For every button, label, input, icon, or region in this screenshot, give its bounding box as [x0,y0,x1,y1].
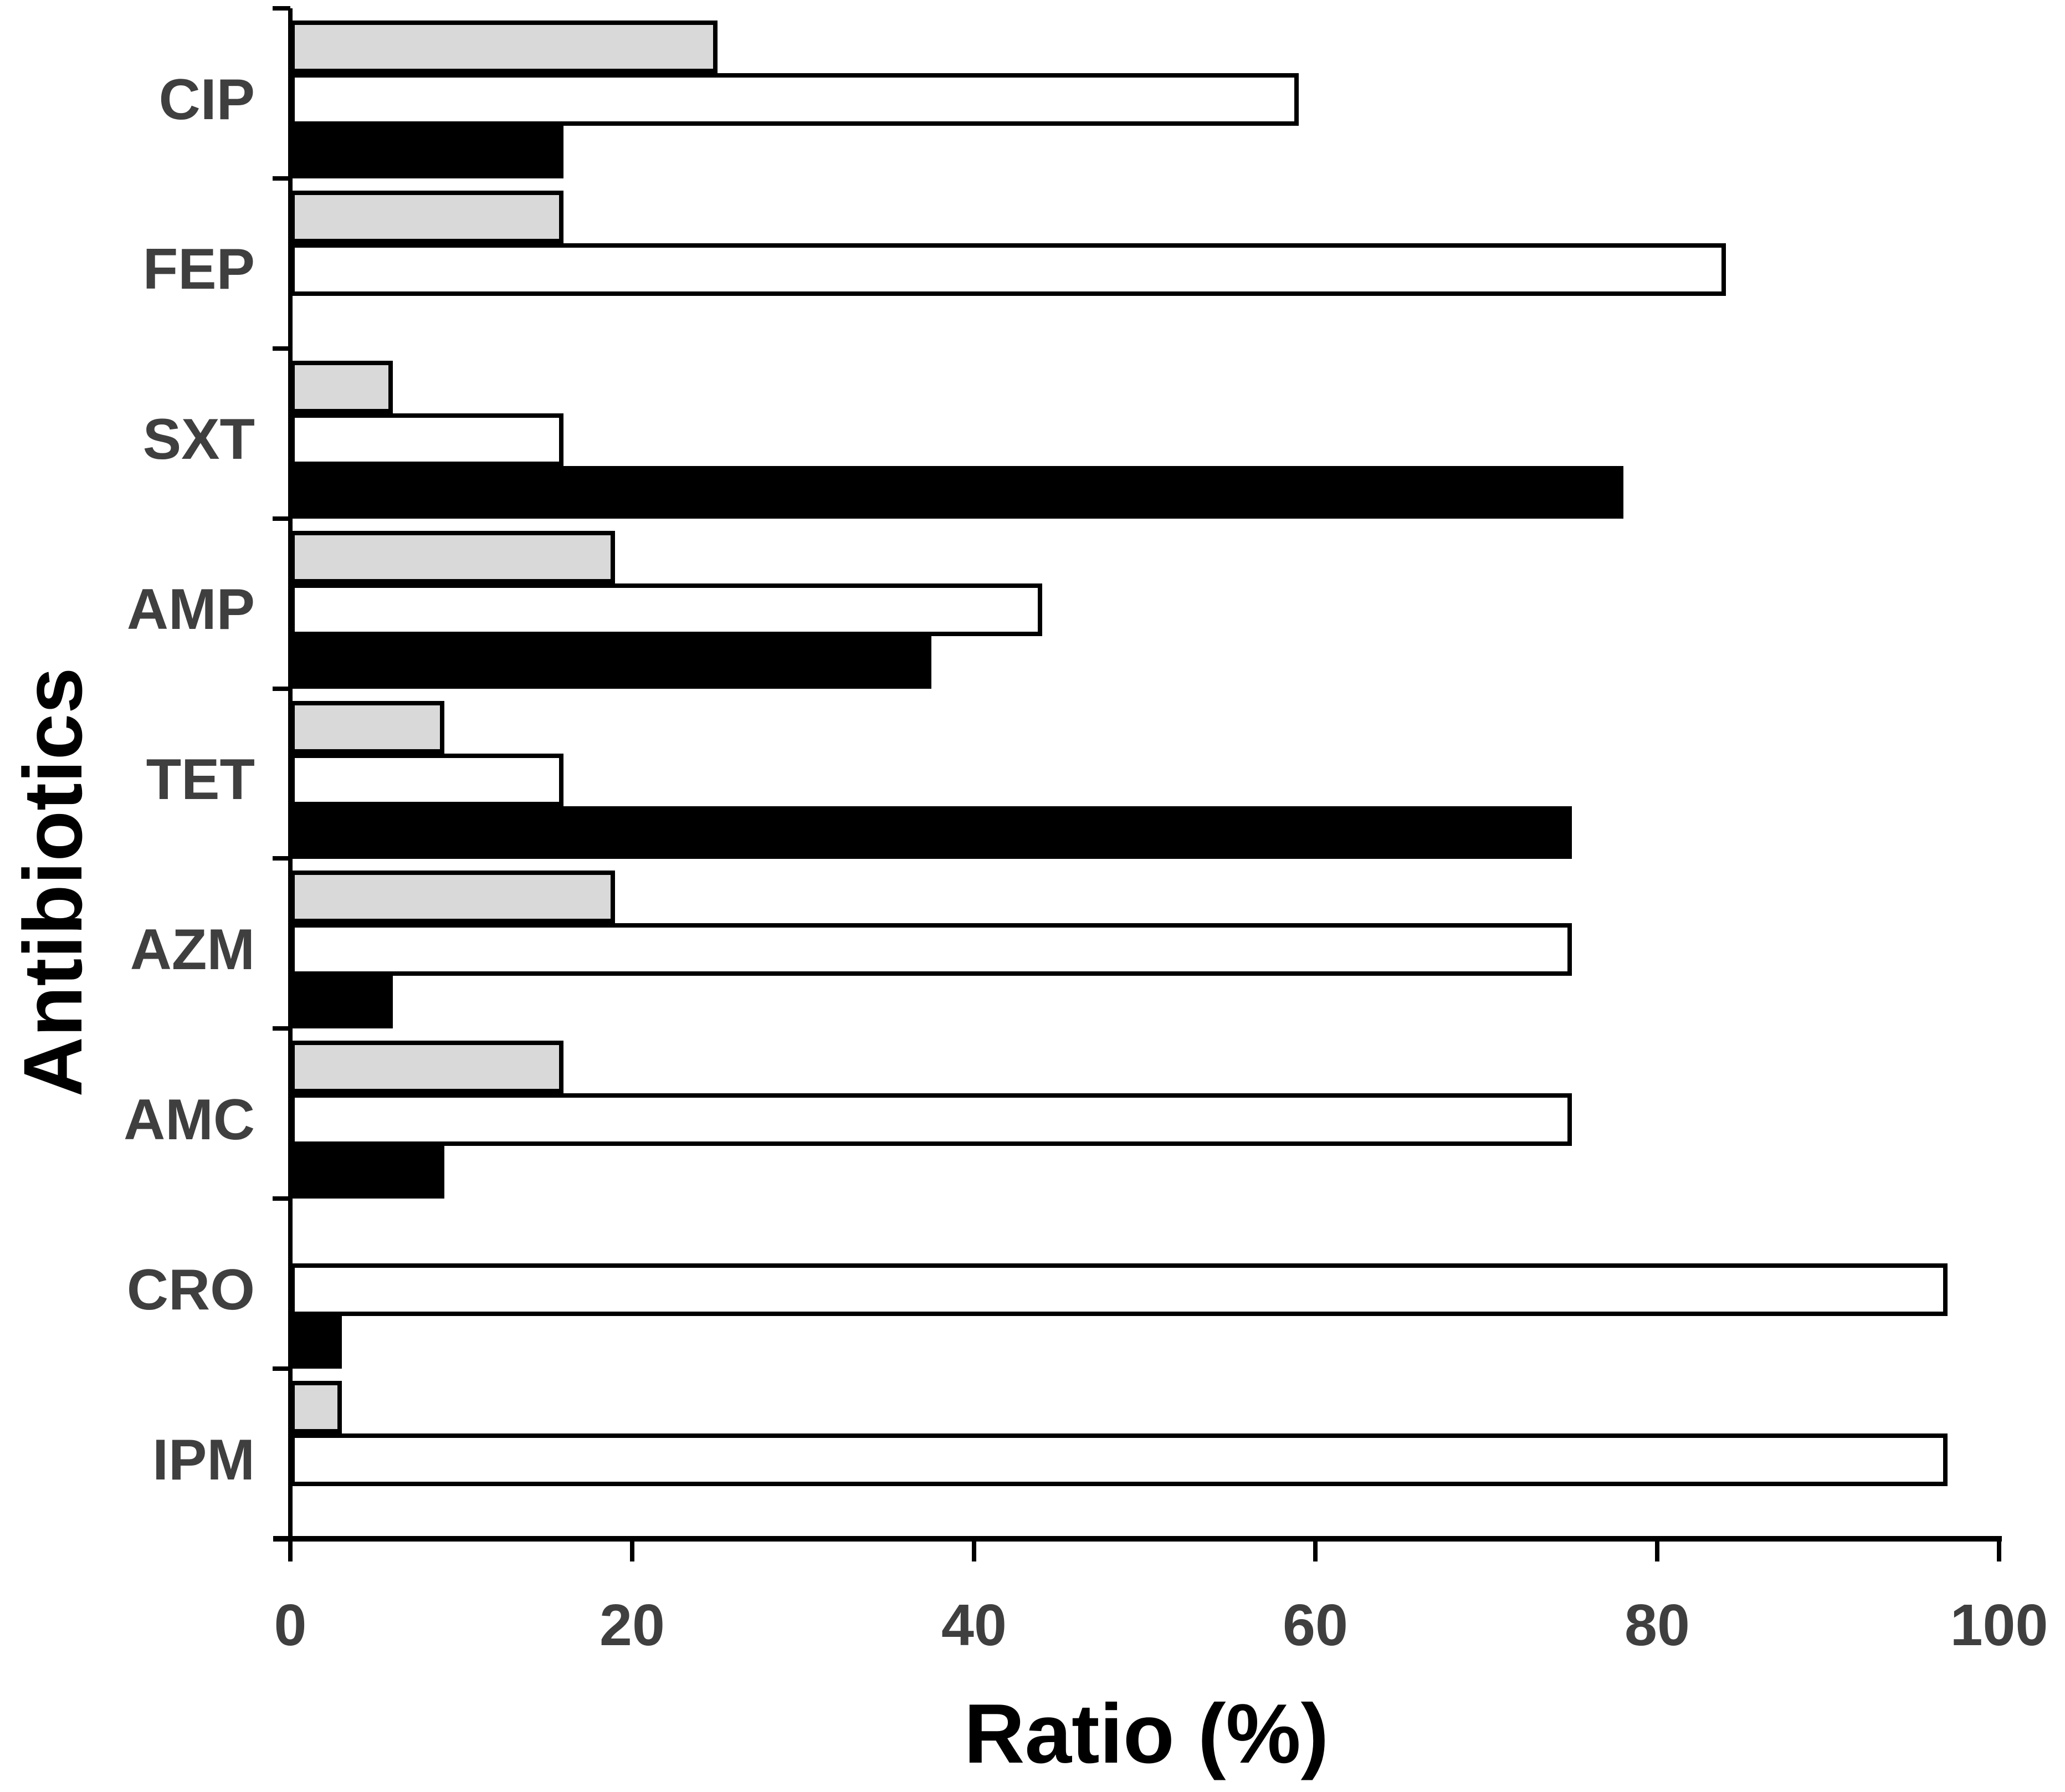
y-axis-tick [273,346,290,351]
bar-sxt-light-gray-bar [290,360,393,413]
bar-tet-light-gray-bar [290,700,444,754]
x-axis-tick [1997,1542,2001,1561]
x-tick-label: 60 [1283,1593,1348,1658]
bar-azm-black-bar [290,976,393,1029]
x-axis-tick [288,1542,293,1561]
bar-cip-light-gray-bar [290,21,718,73]
bar-amc-white-bar [290,1093,1572,1146]
bar-cro-white-bar [290,1263,1948,1317]
y-axis-tick [273,687,290,691]
bar-sxt-white-bar [290,413,563,466]
y-axis-tick [273,516,290,521]
x-axis-title: Ratio (%) [964,1687,1329,1781]
y-axis-tick [273,1366,290,1371]
bar-cip-white-bar [290,73,1299,126]
category-label-cip: CIP [158,68,255,132]
bar-amp-black-bar [290,636,931,689]
bar-amc-black-bar [290,1146,444,1199]
bar-cip-black-bar [290,126,563,178]
category-label-fep: FEP [142,237,255,301]
bar-fep-white-bar [290,243,1726,296]
bar-amp-light-gray-bar [290,530,615,583]
category-label-cro: CRO [126,1258,255,1322]
category-label-amc: AMC [124,1088,255,1152]
y-axis-title: Antibiotics [6,667,99,1097]
category-label-ipm: IPM [152,1428,255,1492]
x-tick-label: 100 [1950,1593,2048,1658]
bar-cro-black-bar [290,1316,342,1369]
bar-tet-black-bar [290,806,1572,859]
y-axis-tick [273,1196,290,1201]
x-axis-tick [630,1542,634,1561]
category-label-sxt: SXT [142,407,255,472]
x-tick-label: 20 [599,1593,665,1658]
category-label-amp: AMP [126,577,255,642]
y-axis-tick [273,1026,290,1031]
x-axis-tick [1313,1542,1318,1561]
bar-tet-white-bar [290,753,563,806]
y-axis-tick [273,6,290,11]
bar-sxt-black-bar [290,465,1623,519]
bar-azm-light-gray-bar [290,871,615,924]
category-label-azm: AZM [130,918,255,982]
x-tick-label: 0 [274,1593,307,1658]
y-axis-tick [273,856,290,861]
bar-azm-white-bar [290,923,1572,976]
x-axis-tick [972,1542,976,1561]
y-axis-tick [273,176,290,181]
x-axis-line [273,1536,2002,1542]
x-tick-label: 40 [941,1593,1007,1658]
bar-ipm-light-gray-bar [290,1381,342,1434]
bar-ipm-white-bar [290,1433,1948,1487]
x-tick-label: 80 [1625,1593,1690,1658]
bar-fep-light-gray-bar [290,190,563,243]
bar-amp-white-bar [290,583,1042,636]
x-axis-tick [1655,1542,1659,1561]
bar-amc-light-gray-bar [290,1041,563,1094]
category-label-tet: TET [146,747,255,812]
